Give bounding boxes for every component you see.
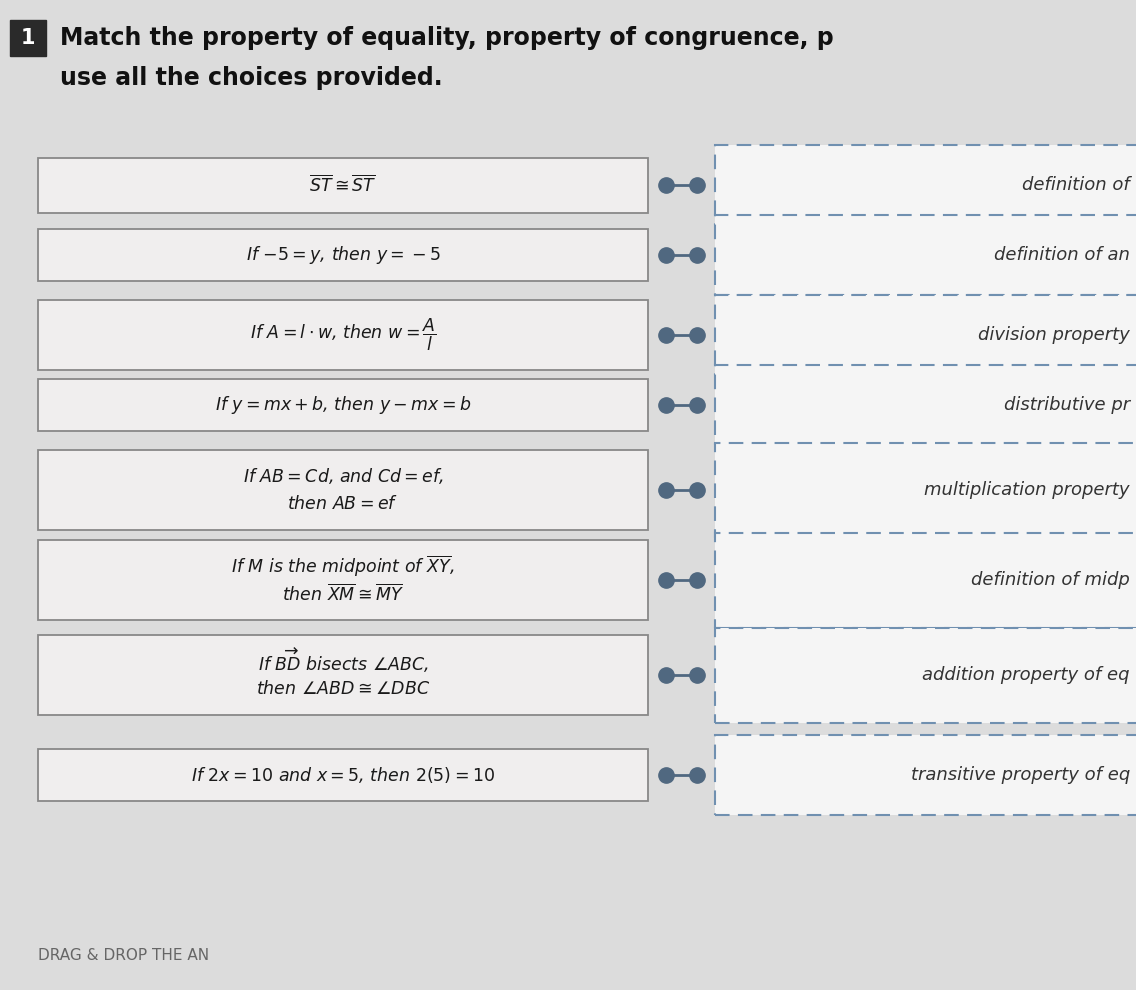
FancyBboxPatch shape [715, 628, 1136, 723]
FancyBboxPatch shape [715, 215, 1136, 295]
FancyBboxPatch shape [715, 735, 1136, 815]
Text: $\overline{ST} \cong \overline{ST}$: $\overline{ST} \cong \overline{ST}$ [309, 174, 377, 195]
FancyBboxPatch shape [715, 295, 1136, 375]
Text: If $2x = 10$ and $x = 5$, then $2(5) = 10$: If $2x = 10$ and $x = 5$, then $2(5) = 1… [191, 765, 495, 785]
Text: If $-5 = y$, then $y = -5$: If $-5 = y$, then $y = -5$ [245, 244, 441, 266]
Text: addition property of eq: addition property of eq [922, 666, 1130, 684]
Text: If $\overrightarrow{BD}$ bisects $\angle ABC$,: If $\overrightarrow{BD}$ bisects $\angle… [258, 646, 428, 675]
Text: 1: 1 [20, 28, 35, 48]
Text: If $A = l \cdot w$, then $w = \dfrac{A}{l}$: If $A = l \cdot w$, then $w = \dfrac{A}{… [250, 317, 436, 353]
Text: definition of an: definition of an [994, 246, 1130, 264]
FancyBboxPatch shape [715, 145, 1136, 225]
Text: If $y = mx + b$, then $y - mx = b$: If $y = mx + b$, then $y - mx = b$ [215, 394, 471, 416]
Text: multiplication property: multiplication property [925, 481, 1130, 499]
FancyBboxPatch shape [37, 379, 648, 431]
FancyBboxPatch shape [10, 20, 45, 56]
Text: If $M$ is the midpoint of $\overline{XY}$,: If $M$ is the midpoint of $\overline{XY}… [232, 553, 454, 578]
Text: If $AB = Cd$, and $Cd = ef$,: If $AB = Cd$, and $Cd = ef$, [242, 466, 443, 486]
FancyBboxPatch shape [715, 533, 1136, 628]
FancyBboxPatch shape [37, 635, 648, 715]
Text: transitive property of eq: transitive property of eq [911, 766, 1130, 784]
Text: then $AB = ef$: then $AB = ef$ [287, 495, 399, 513]
FancyBboxPatch shape [37, 540, 648, 620]
Text: DRAG & DROP THE AN: DRAG & DROP THE AN [37, 947, 209, 962]
Text: then $\overline{XM} \cong \overline{MY}$: then $\overline{XM} \cong \overline{MY}$ [282, 583, 404, 605]
Text: use all the choices provided.: use all the choices provided. [60, 66, 443, 90]
Text: then $\angle ABD \cong \angle DBC$: then $\angle ABD \cong \angle DBC$ [256, 680, 431, 698]
FancyBboxPatch shape [37, 749, 648, 801]
FancyBboxPatch shape [715, 443, 1136, 538]
Text: distributive pr: distributive pr [1004, 396, 1130, 414]
FancyBboxPatch shape [715, 365, 1136, 445]
Text: definition of: definition of [1022, 176, 1130, 194]
Text: division property: division property [978, 326, 1130, 344]
FancyBboxPatch shape [37, 229, 648, 281]
FancyBboxPatch shape [37, 450, 648, 530]
Text: definition of midp: definition of midp [971, 571, 1130, 589]
FancyBboxPatch shape [37, 157, 648, 213]
FancyBboxPatch shape [37, 300, 648, 370]
Text: Match the property of equality, property of congruence, p: Match the property of equality, property… [60, 26, 834, 50]
